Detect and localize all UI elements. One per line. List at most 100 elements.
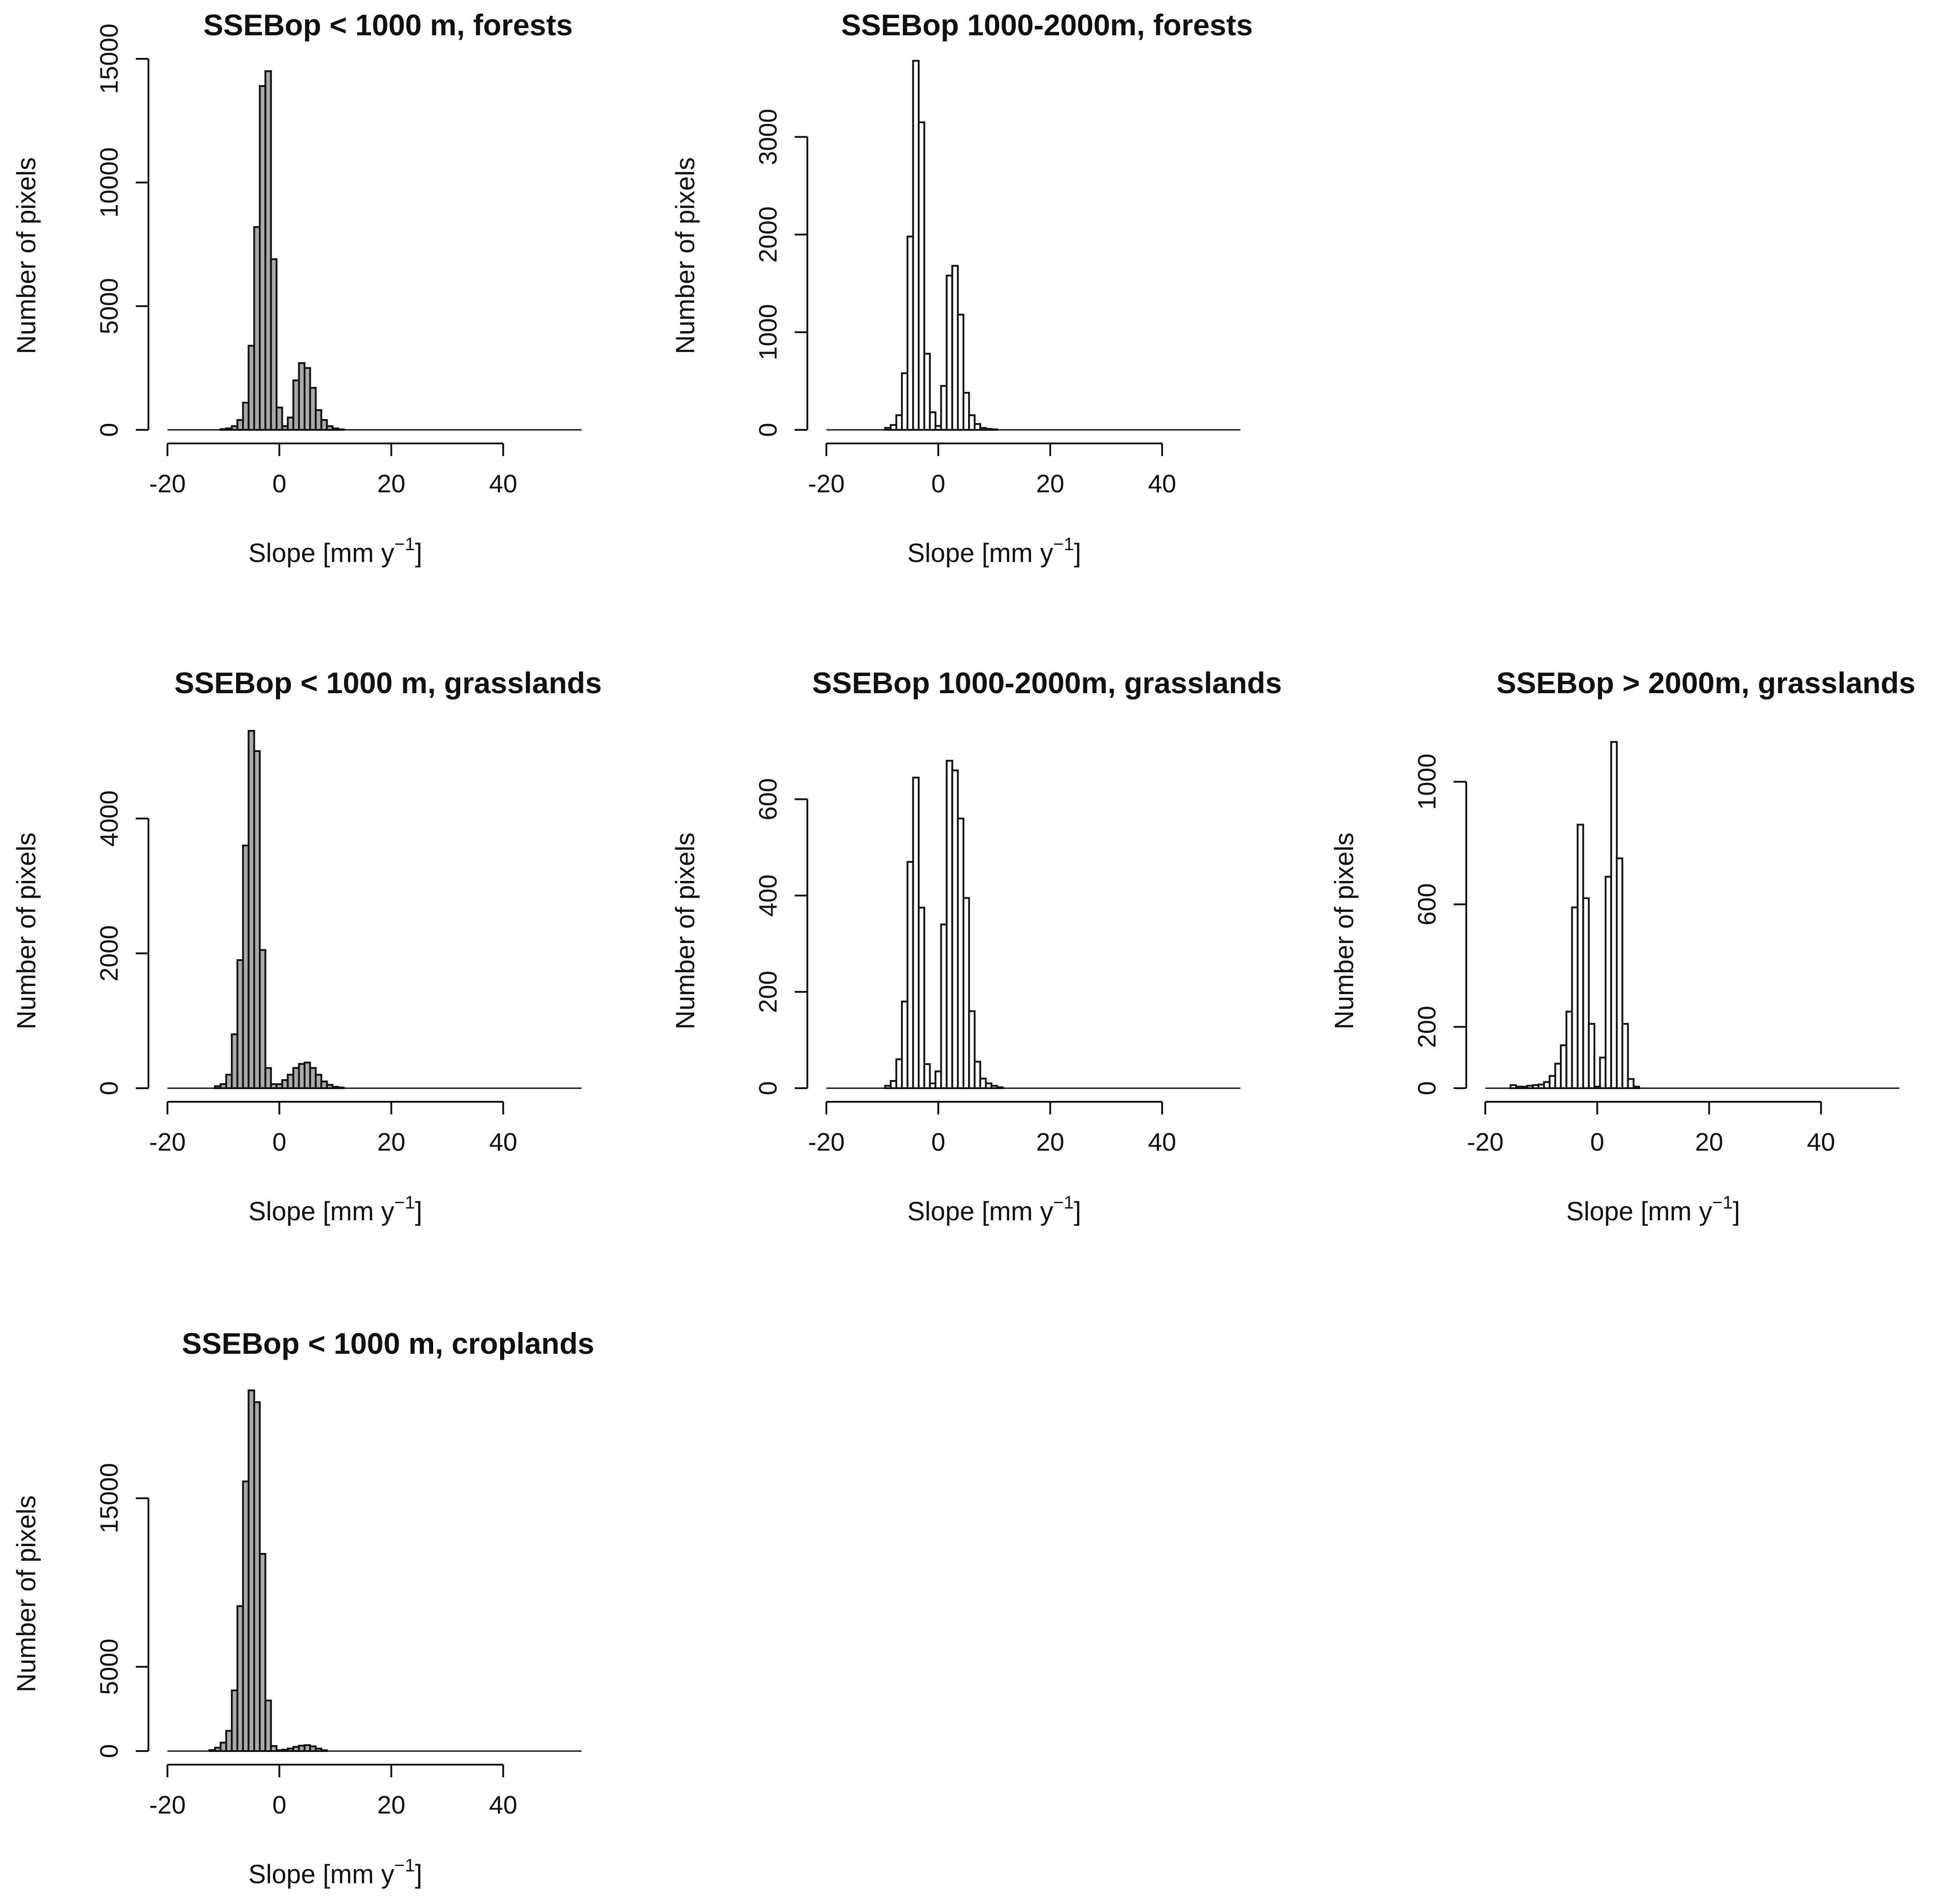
x-tick-label: 40: [1807, 1128, 1835, 1156]
y-tick-label: 200: [1412, 1006, 1441, 1048]
x-axis-title-close: ]: [1074, 538, 1081, 568]
y-tick-label: 0: [1412, 1081, 1441, 1095]
x-tick-label: 40: [489, 1790, 517, 1819]
x-axis-title-close: ]: [415, 538, 422, 568]
x-axis-title-exponent: −1: [394, 1856, 415, 1875]
y-axis-title: Number of pixels: [12, 833, 41, 1029]
y-axis-title: Number of pixels: [1330, 833, 1359, 1029]
y-tick-label: 4000: [95, 790, 123, 847]
x-axis-title: Slope [mm y−1]: [907, 1193, 1081, 1226]
histogram-bar: [337, 428, 345, 431]
x-axis-title-close: ]: [1733, 1197, 1740, 1226]
histogram-bar: [923, 352, 931, 431]
x-tick-label: 0: [272, 1790, 286, 1819]
x-axis-title-main: Slope [mm y: [248, 1860, 394, 1889]
y-tick-label: 15000: [95, 1463, 123, 1533]
histogram-bar: [968, 414, 976, 431]
chart-title: SSEBop > 2000m, grasslands: [1496, 666, 1915, 700]
x-axis-title-main: Slope [mm y: [248, 538, 394, 568]
x-tick-label: -20: [149, 1790, 186, 1819]
x-tick-label: -20: [808, 469, 845, 498]
chart-title: SSEBop < 1000 m, croplands: [182, 1327, 595, 1360]
histogram-bar: [264, 70, 272, 431]
x-axis-title-exponent: −1: [1712, 1193, 1733, 1213]
histogram-bar: [309, 387, 317, 431]
x-tick-label: -20: [149, 469, 186, 498]
histogram-bar: [1582, 897, 1590, 1090]
x-axis-title-main: Slope [mm y: [907, 1197, 1053, 1226]
histogram-bar: [259, 1553, 267, 1752]
x-tick-label: 40: [489, 469, 517, 498]
histogram-bar: [973, 1061, 982, 1090]
chart-title: SSEBop 1000-2000m, forests: [841, 8, 1253, 42]
x-tick-label: 20: [1036, 469, 1064, 498]
y-tick-label: 1000: [1412, 753, 1441, 810]
chart-title: SSEBop < 1000 m, grasslands: [174, 666, 602, 700]
y-axis-title: Number of pixels: [12, 157, 41, 354]
x-tick-label: 40: [1148, 469, 1176, 498]
y-tick-label: 2000: [754, 206, 782, 263]
x-tick-label: 0: [931, 469, 945, 498]
x-tick-label: 20: [377, 1790, 405, 1819]
histogram-bar: [1621, 1023, 1629, 1089]
x-tick-label: 40: [489, 1128, 517, 1156]
histogram-bar: [962, 392, 970, 431]
histogram-bar: [918, 121, 925, 431]
y-tick-label: 0: [95, 423, 123, 437]
histogram-bar: [270, 258, 278, 431]
x-tick-label: -20: [1467, 1128, 1504, 1156]
y-tick-label: 3000: [754, 109, 782, 165]
histogram-bar: [264, 1067, 272, 1090]
x-tick-label: 0: [1590, 1128, 1604, 1156]
histogram-bar: [968, 1010, 976, 1090]
y-tick-label: 600: [1412, 883, 1441, 925]
histogram-bar: [962, 897, 970, 1090]
y-tick-label: 0: [754, 423, 782, 437]
x-axis-title-close: ]: [1074, 1197, 1081, 1226]
histogram-bar: [918, 906, 925, 1089]
x-tick-label: 0: [931, 1128, 945, 1156]
y-tick-label: 10000: [95, 147, 123, 218]
x-axis-title: Slope [mm y−1]: [248, 1856, 422, 1889]
x-tick-label: 20: [377, 469, 405, 498]
y-axis-title: Number of pixels: [671, 833, 700, 1029]
histogram-bar: [973, 423, 982, 431]
histogram-bar: [276, 406, 283, 431]
histogram-bar: [253, 750, 261, 1089]
x-tick-label: -20: [808, 1128, 845, 1156]
y-tick-label: 0: [754, 1081, 782, 1095]
x-axis-title-exponent: −1: [1053, 534, 1074, 554]
x-axis-title-main: Slope [mm y: [907, 538, 1053, 568]
histogram-bar: [320, 1749, 328, 1752]
histogram-panel-grasslands-1000-2000: SSEBop 1000-2000m, grasslands -20 0 20 40 Slo…: [671, 666, 1282, 1226]
x-axis-title: Slope [mm y−1]: [248, 534, 422, 568]
y-tick-label: 5000: [95, 1638, 123, 1695]
histogram-panel-croplands-below-1000: SSEBop < 1000 m, croplands -20 0 20 40 Slope …: [12, 1327, 594, 1889]
x-tick-label: 0: [272, 469, 286, 498]
histogram-panel-grasslands-below-1000: SSEBop < 1000 m, grasslands -20 0 20 40 Slope…: [12, 666, 602, 1226]
x-axis-title: Slope [mm y−1]: [1566, 1193, 1740, 1226]
histogram-bar: [957, 314, 964, 431]
histogram-bar: [996, 1086, 1004, 1089]
x-tick-label: -20: [149, 1128, 186, 1156]
chart-title: SSEBop 1000-2000m, grasslands: [812, 666, 1282, 700]
y-tick-label: 1000: [754, 304, 782, 361]
y-tick-label: 2000: [95, 925, 123, 982]
histogram-bar: [270, 1745, 278, 1752]
histogram-bar: [990, 428, 998, 431]
histogram-bar: [1632, 1085, 1641, 1089]
x-tick-label: 20: [1695, 1128, 1723, 1156]
y-axis-title: Number of pixels: [671, 157, 700, 354]
y-tick-label: 0: [95, 1081, 123, 1095]
x-axis-title-exponent: −1: [1053, 1193, 1074, 1213]
x-axis-title: Slope [mm y−1]: [907, 534, 1081, 568]
x-axis-title-exponent: −1: [394, 1193, 415, 1213]
x-tick-label: 20: [1036, 1128, 1064, 1156]
x-tick-label: 20: [377, 1128, 405, 1156]
y-tick-label: 15000: [95, 24, 123, 94]
histogram-panel-forests-below-1000: SSEBop < 1000 m, forests -20 0 20 40 Slope [m…: [12, 8, 582, 568]
histogram-bar: [264, 1699, 272, 1752]
histogram-panel-grasslands-above-2000: SSEBop > 2000m, grasslands -20 0 20 40 Slope …: [1330, 666, 1916, 1226]
histogram-bar: [320, 419, 328, 431]
